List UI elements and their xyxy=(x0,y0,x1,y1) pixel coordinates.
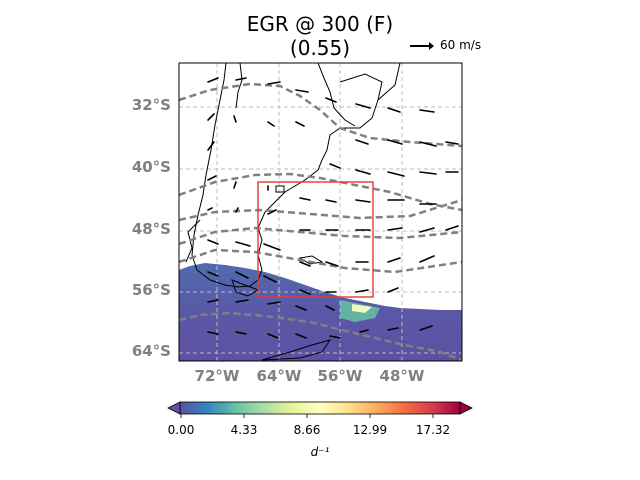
colorbar-unit-label: d⁻¹ xyxy=(310,445,330,459)
quiver-key: 60 m/s xyxy=(410,38,481,52)
colorbar-tick-label: 0.00 xyxy=(167,423,195,437)
lon-label-72w: 72°W xyxy=(194,367,240,385)
wind-vectors xyxy=(207,77,459,339)
analysis-box xyxy=(257,181,374,298)
egr-shaded-field xyxy=(179,263,462,361)
colorbar-under-arrow xyxy=(167,401,181,415)
lon-label-48w: 48°W xyxy=(379,367,425,385)
lon-label-64w: 64°W xyxy=(256,367,302,385)
colorbar-tick-label: 8.66 xyxy=(293,423,321,437)
lat-label-32s: 32°S xyxy=(131,96,171,114)
map-title: EGR @ 300 (F) xyxy=(246,12,394,36)
egr-peak-patch xyxy=(352,304,372,313)
quiver-key-label: 60 m/s xyxy=(440,38,482,52)
colorbar-tick-label: 17.32 xyxy=(415,423,451,437)
lat-label-56s: 56°S xyxy=(131,281,171,299)
lat-label-48s: 48°S xyxy=(131,220,171,238)
map-frame xyxy=(178,62,463,362)
colorbar-over-arrow xyxy=(459,401,473,415)
map-panel xyxy=(179,63,462,361)
colorbar xyxy=(167,401,473,418)
height-contours xyxy=(179,82,462,361)
colorbar-tick-label: 4.33 xyxy=(230,423,258,437)
map-subtitle: (0.55) xyxy=(289,36,351,60)
coastlines xyxy=(185,63,401,361)
lon-label-56w: 56°W xyxy=(317,367,363,385)
lat-label-64s: 64°S xyxy=(131,342,171,360)
quiver-key-arrow-icon xyxy=(410,41,434,50)
colorbar-tick-label: 12.99 xyxy=(352,423,388,437)
lat-label-40s: 40°S xyxy=(131,158,171,176)
